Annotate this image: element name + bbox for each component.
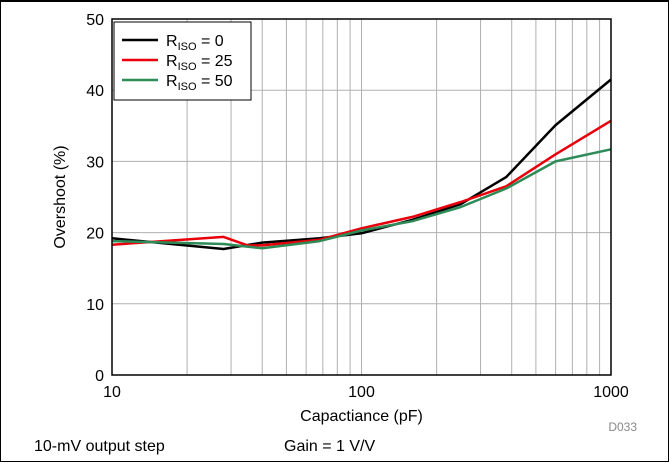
series-line bbox=[111, 119, 612, 247]
footnote-gain: Gain = 1 V/V bbox=[284, 438, 376, 455]
grid bbox=[112, 19, 611, 375]
y-tick-label: 10 bbox=[86, 297, 104, 314]
y-tick-label: 40 bbox=[86, 83, 104, 100]
legend-label: RISO = 25 bbox=[166, 53, 233, 73]
legend-label: RISO = 50 bbox=[166, 73, 233, 93]
plot-area bbox=[111, 18, 612, 376]
legend-label: RISO = 0 bbox=[166, 33, 224, 53]
x-tick-label: 10 bbox=[103, 384, 121, 401]
y-tick-label: 20 bbox=[86, 226, 104, 243]
y-tick-label: 30 bbox=[86, 154, 104, 171]
y-axis-label: Overshoot (%) bbox=[52, 145, 69, 248]
y-tick-label: 0 bbox=[95, 368, 104, 385]
y-tick-label: 50 bbox=[86, 12, 104, 29]
footnote-output-step: 10-mV output step bbox=[34, 438, 165, 455]
x-tick-label: 100 bbox=[348, 384, 375, 401]
series-lines bbox=[111, 78, 612, 251]
figure-id: D033 bbox=[608, 420, 637, 434]
x-axis-label: Capactiance (pF) bbox=[300, 408, 423, 425]
x-tick-label: 1000 bbox=[593, 384, 629, 401]
series-line bbox=[111, 148, 612, 250]
